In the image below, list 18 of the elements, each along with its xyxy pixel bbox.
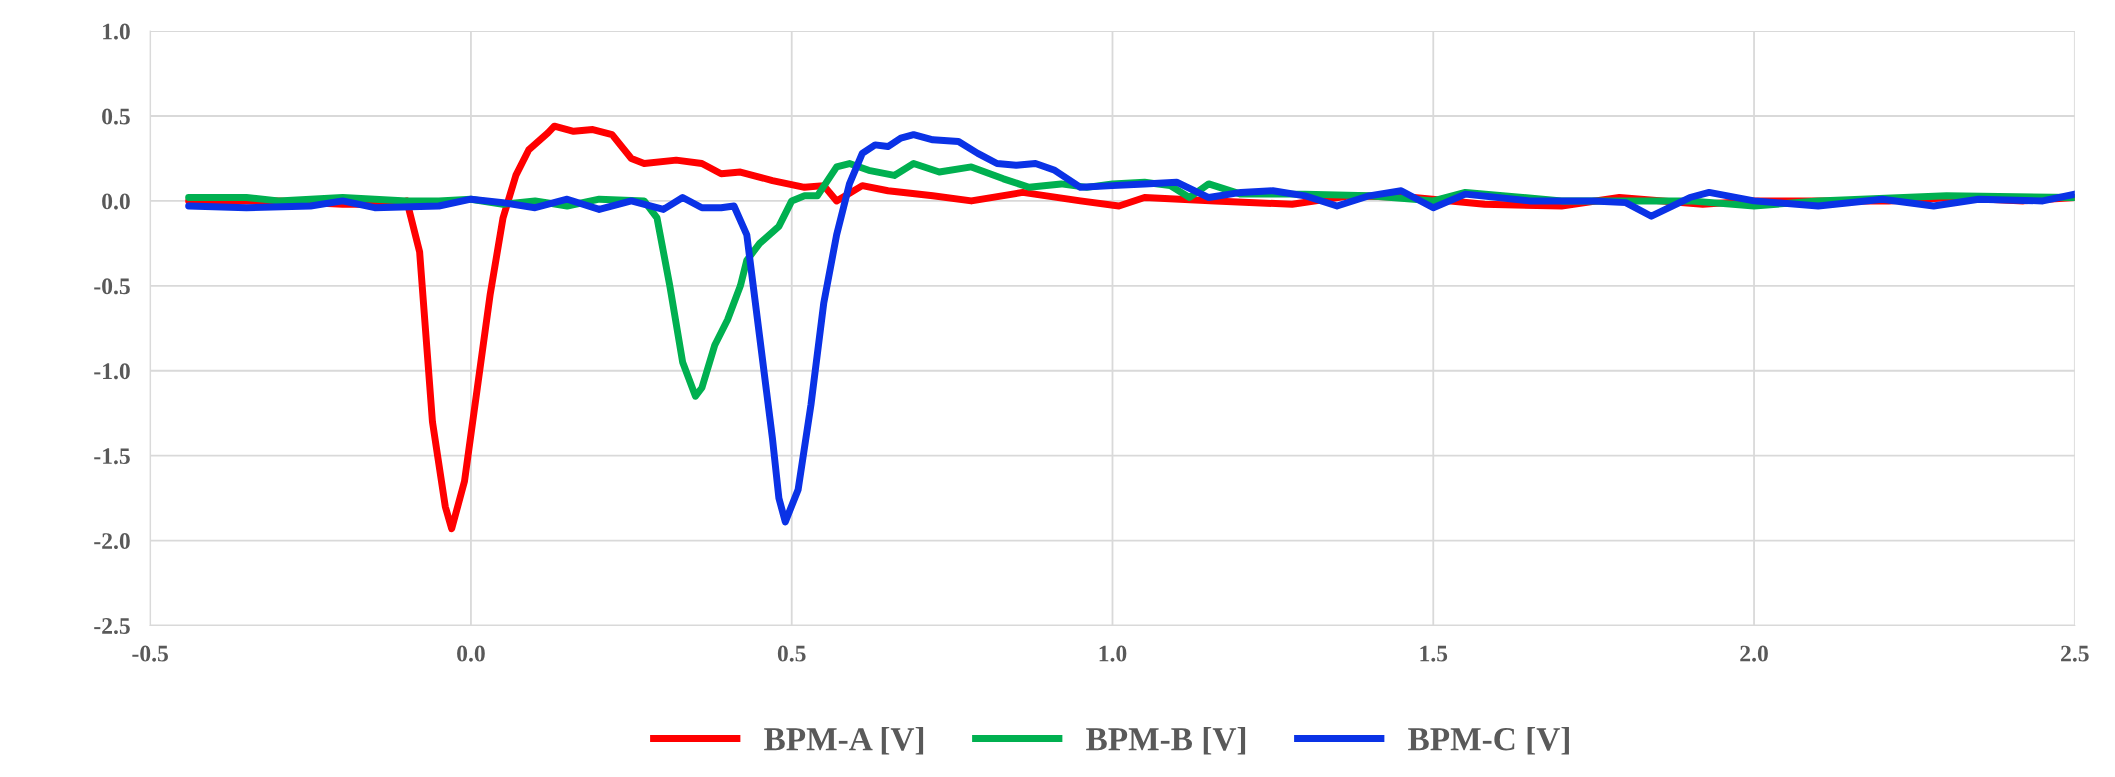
legend-label: BPM-C [V] bbox=[1408, 727, 1569, 755]
x-tick-label: 0.5 bbox=[777, 645, 806, 662]
y-tick-label: -1.5 bbox=[94, 448, 130, 465]
x-tick-label: 2.5 bbox=[2061, 645, 2089, 662]
x-tick-label: -0.5 bbox=[132, 645, 168, 662]
y-tick-label: -0.5 bbox=[94, 278, 130, 295]
legend-label: BPM-B [V] bbox=[1086, 727, 1246, 755]
x-tick-label: 0.0 bbox=[457, 645, 485, 662]
y-tick-label: -2.0 bbox=[94, 533, 130, 550]
x-tick-label: 1.5 bbox=[1420, 645, 1448, 662]
x-tick-label: 2.0 bbox=[1740, 645, 1768, 662]
y-tick-label: -1.0 bbox=[94, 363, 130, 380]
legend-label: BPM-A [V] bbox=[764, 727, 924, 755]
y-tick-label: 0.0 bbox=[102, 193, 130, 210]
x-tick-label: 1.0 bbox=[1099, 645, 1127, 662]
y-tick-label: -2.5 bbox=[94, 618, 130, 635]
y-tick-label: 0.5 bbox=[102, 108, 130, 125]
y-tick-label: 1.0 bbox=[103, 23, 130, 40]
